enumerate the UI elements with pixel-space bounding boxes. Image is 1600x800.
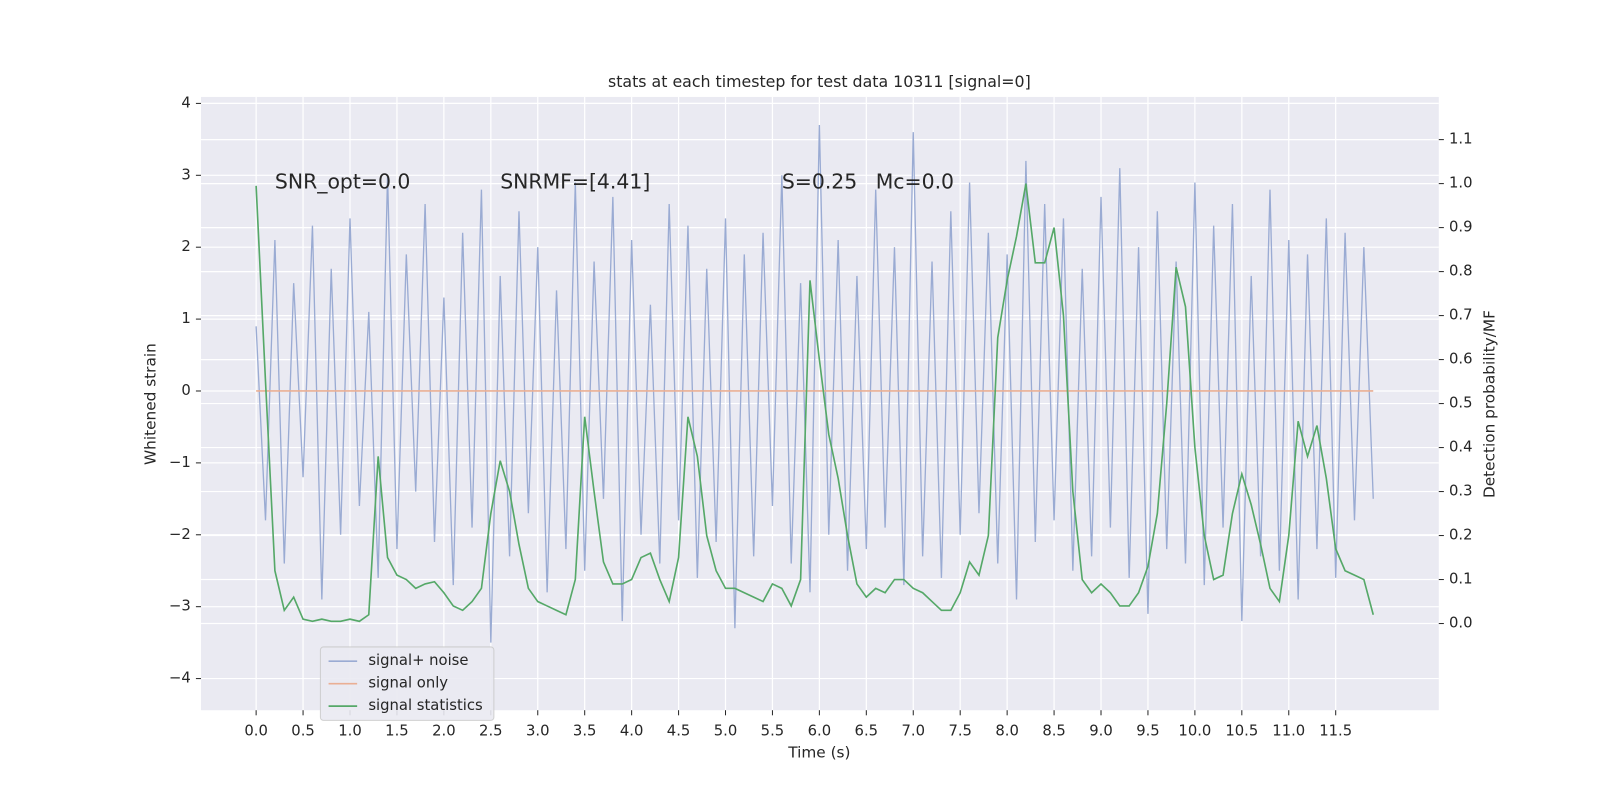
x-axis-label: Time (s) <box>787 744 850 762</box>
y-tick-label: 4 <box>181 94 190 111</box>
x-tick-label: 11.0 <box>1272 723 1305 740</box>
annotation: S=0.25 <box>782 169 857 193</box>
x-tick-label: 2.5 <box>479 723 503 740</box>
y-tick-label: 3 <box>181 166 190 183</box>
x-tick-label: 1.0 <box>338 723 362 740</box>
x-tick-label: 7.0 <box>901 723 925 740</box>
x-tick-label: 0.5 <box>291 723 315 740</box>
y2-tick-label: 0.4 <box>1449 439 1473 456</box>
annotation: SNRMF=[4.41] <box>500 169 650 193</box>
y-tick-label: 2 <box>181 238 190 255</box>
x-tick-label: 9.5 <box>1136 723 1160 740</box>
y-tick-label: −3 <box>169 598 191 615</box>
y-tick-label: 0 <box>181 382 190 399</box>
series-line <box>255 124 1374 643</box>
x-tick-label: 6.5 <box>855 723 879 740</box>
x-tick-label: 8.5 <box>1042 723 1066 740</box>
legend-label: signal only <box>368 675 448 692</box>
y2-tick-label: 0.3 <box>1449 483 1473 500</box>
legend-box <box>319 646 495 721</box>
y-tick-label: 1 <box>181 310 190 327</box>
y2-tick-label: 1.0 <box>1449 175 1473 192</box>
y2-tick-label: 0.2 <box>1449 527 1473 544</box>
x-tick-label: 6.0 <box>808 723 832 740</box>
x-tick-label: 7.5 <box>948 723 972 740</box>
x-tick-label: 4.5 <box>667 723 691 740</box>
x-tick-label: 3.0 <box>526 723 550 740</box>
y-tick-label: −1 <box>169 454 191 471</box>
y-tick-label: −2 <box>169 526 191 543</box>
x-tick-label: 10.0 <box>1178 723 1211 740</box>
y2-tick-label: 1.1 <box>1449 131 1473 148</box>
legend-label: signal statistics <box>368 697 482 714</box>
y2-axis-label: Detection probability/MF <box>1480 310 1498 498</box>
x-tick-label: 5.5 <box>761 723 785 740</box>
x-tick-label: 1.5 <box>385 723 409 740</box>
x-tick-label: 0.0 <box>244 723 268 740</box>
annotation: SNR_opt=0.0 <box>275 169 411 194</box>
y-tick-label: −4 <box>169 670 191 687</box>
y2-tick-label: 0.7 <box>1449 307 1473 324</box>
y2-tick-label: 0.6 <box>1449 351 1473 368</box>
y2-tick-label: 0.5 <box>1449 395 1473 412</box>
series-line <box>255 183 1375 623</box>
x-tick-label: 8.0 <box>995 723 1019 740</box>
annotation: Mc=0.0 <box>876 169 954 193</box>
legend-label: signal+ noise <box>368 652 468 669</box>
x-tick-label: 4.0 <box>620 723 644 740</box>
chart-title: stats at each timestep for test data 103… <box>608 72 1031 91</box>
x-tick-label: 11.5 <box>1319 723 1352 740</box>
x-tick-label: 5.0 <box>714 723 738 740</box>
y2-tick-label: 0.9 <box>1449 219 1473 236</box>
x-tick-label: 9.0 <box>1089 723 1113 740</box>
legend: signal+ noise signal only signal statistic… <box>319 646 495 721</box>
y2-tick-label: 0.8 <box>1449 263 1473 280</box>
x-tick-label: 3.5 <box>573 723 597 740</box>
y-axis-label: Whitened strain <box>142 343 160 465</box>
x-tick-label: 10.5 <box>1225 723 1258 740</box>
x-tick-label: 2.0 <box>432 723 456 740</box>
y2-tick-label: 0.1 <box>1449 571 1473 588</box>
y2-tick-label: 0.0 <box>1449 615 1473 632</box>
